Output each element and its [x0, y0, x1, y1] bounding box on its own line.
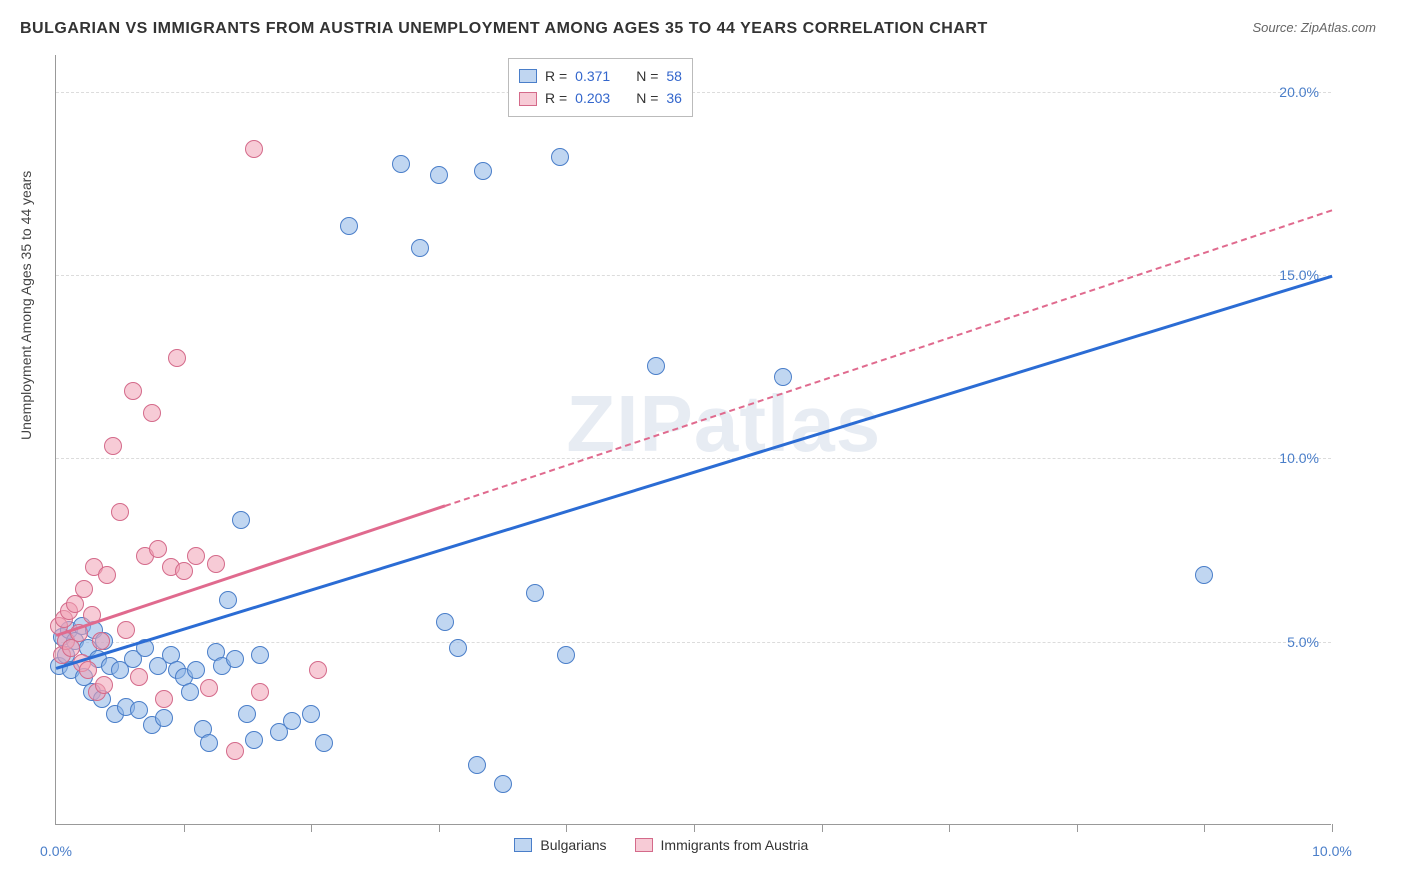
x-tick-mark: [694, 824, 695, 832]
data-point: [392, 155, 410, 173]
data-point: [117, 621, 135, 639]
legend-item: Immigrants from Austria: [635, 837, 809, 853]
data-point: [1195, 566, 1213, 584]
legend-swatch: [519, 69, 537, 83]
data-point: [79, 661, 97, 679]
x-tick-mark: [949, 824, 950, 832]
data-point: [411, 239, 429, 257]
data-point: [155, 690, 173, 708]
data-point: [774, 368, 792, 386]
data-point: [149, 540, 167, 558]
data-point: [219, 591, 237, 609]
source-label: Source: ZipAtlas.com: [1252, 20, 1376, 35]
data-point: [187, 661, 205, 679]
stats-legend-row: R = 0.371 N = 58: [519, 65, 682, 87]
data-point: [238, 705, 256, 723]
data-point: [449, 639, 467, 657]
legend-swatch: [519, 92, 537, 106]
data-point: [143, 404, 161, 422]
data-point: [226, 742, 244, 760]
series-legend: Bulgarians Immigrants from Austria: [514, 837, 808, 853]
grid-line: [56, 642, 1331, 643]
data-point: [283, 712, 301, 730]
x-tick-mark: [184, 824, 185, 832]
data-point: [315, 734, 333, 752]
data-point: [526, 584, 544, 602]
x-tick-mark: [1077, 824, 1078, 832]
data-point: [130, 701, 148, 719]
chart-title: BULGARIAN VS IMMIGRANTS FROM AUSTRIA UNE…: [20, 20, 988, 38]
data-point: [181, 683, 199, 701]
trend-line: [56, 275, 1333, 670]
data-point: [98, 566, 116, 584]
n-value: 36: [666, 87, 682, 109]
data-point: [309, 661, 327, 679]
n-label: N =: [636, 87, 658, 109]
legend-swatch: [514, 838, 532, 852]
data-point: [436, 613, 454, 631]
data-point: [207, 555, 225, 573]
n-value: 58: [666, 65, 682, 87]
data-point: [187, 547, 205, 565]
data-point: [551, 148, 569, 166]
data-point: [226, 650, 244, 668]
x-tick-mark: [566, 824, 567, 832]
y-axis-label: Unemployment Among Ages 35 to 44 years: [18, 171, 34, 440]
data-point: [245, 731, 263, 749]
x-tick-label: 10.0%: [1312, 843, 1352, 859]
data-point: [168, 349, 186, 367]
y-tick-label: 10.0%: [1279, 450, 1319, 466]
y-tick-label: 20.0%: [1279, 84, 1319, 100]
r-label: R =: [545, 87, 567, 109]
data-point: [302, 705, 320, 723]
data-point: [175, 562, 193, 580]
data-point: [104, 437, 122, 455]
data-point: [200, 679, 218, 697]
data-point: [340, 217, 358, 235]
data-point: [130, 668, 148, 686]
data-point: [474, 162, 492, 180]
y-tick-label: 5.0%: [1287, 634, 1319, 650]
data-point: [468, 756, 486, 774]
data-point: [251, 646, 269, 664]
x-tick-mark: [822, 824, 823, 832]
data-point: [557, 646, 575, 664]
data-point: [245, 140, 263, 158]
data-point: [232, 511, 250, 529]
data-point: [95, 676, 113, 694]
x-tick-mark: [1332, 824, 1333, 832]
data-point: [75, 580, 93, 598]
stats-legend-row: R = 0.203 N = 36: [519, 87, 682, 109]
trend-line: [445, 209, 1332, 507]
data-point: [124, 382, 142, 400]
data-point: [251, 683, 269, 701]
data-point: [200, 734, 218, 752]
x-tick-mark: [311, 824, 312, 832]
data-point: [494, 775, 512, 793]
legend-item: Bulgarians: [514, 837, 606, 853]
watermark: ZIPatlas: [566, 378, 881, 470]
grid-line: [56, 458, 1331, 459]
legend-swatch: [635, 838, 653, 852]
data-point: [430, 166, 448, 184]
data-point: [155, 709, 173, 727]
r-value: 0.203: [575, 87, 610, 109]
x-tick-label: 0.0%: [40, 843, 72, 859]
stats-legend: R = 0.371 N = 58 R = 0.203 N = 36: [508, 58, 693, 117]
scatter-plot: ZIPatlas 5.0%10.0%15.0%20.0%0.0%10.0%: [55, 55, 1331, 825]
grid-line: [56, 92, 1331, 93]
r-value: 0.371: [575, 65, 610, 87]
legend-label: Bulgarians: [540, 837, 606, 853]
x-tick-mark: [439, 824, 440, 832]
data-point: [111, 503, 129, 521]
legend-label: Immigrants from Austria: [661, 837, 809, 853]
x-tick-mark: [1204, 824, 1205, 832]
n-label: N =: [636, 65, 658, 87]
data-point: [647, 357, 665, 375]
data-point: [92, 632, 110, 650]
r-label: R =: [545, 65, 567, 87]
